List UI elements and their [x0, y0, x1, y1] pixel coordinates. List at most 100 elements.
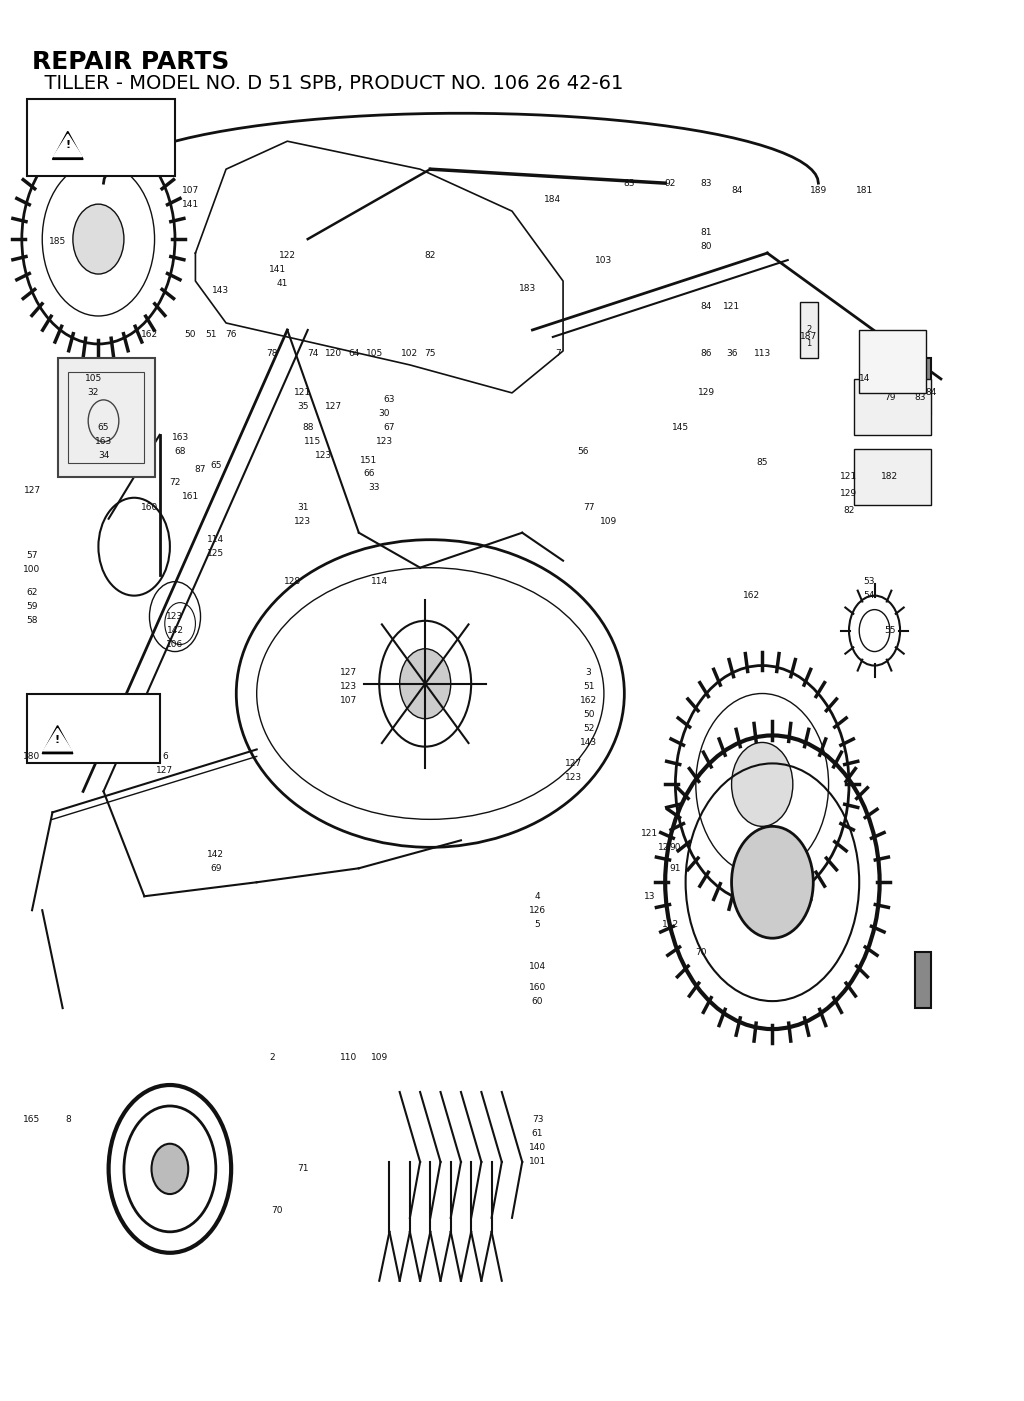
Text: 128: 128 [284, 577, 301, 586]
Circle shape [731, 743, 793, 827]
Text: 82: 82 [844, 506, 855, 514]
Text: 36: 36 [726, 349, 737, 359]
Text: 85: 85 [757, 458, 768, 468]
Text: 163: 163 [95, 437, 113, 447]
Text: 50: 50 [583, 710, 594, 719]
Text: 67: 67 [384, 423, 395, 433]
Text: 145: 145 [672, 423, 689, 433]
Text: 12: 12 [657, 843, 669, 852]
Text: 52: 52 [583, 724, 594, 733]
Text: 51: 51 [205, 329, 216, 339]
Text: 68: 68 [174, 447, 185, 457]
Text: 91: 91 [670, 864, 681, 873]
Text: 82: 82 [425, 251, 436, 261]
Bar [854, 378, 931, 434]
Text: 126: 126 [529, 905, 546, 915]
Bar [800, 303, 818, 357]
Text: 142: 142 [207, 850, 224, 859]
Text: 5: 5 [535, 919, 541, 929]
Text: 87: 87 [195, 465, 206, 475]
Text: 64: 64 [348, 349, 359, 359]
Text: 127: 127 [325, 402, 342, 412]
Text: 189: 189 [810, 186, 827, 195]
Text: 162: 162 [580, 696, 597, 705]
Polygon shape [53, 134, 82, 157]
Text: 141: 141 [268, 265, 286, 275]
Text: 75: 75 [425, 349, 436, 359]
Text: 143: 143 [212, 286, 229, 296]
Text: 41: 41 [276, 279, 288, 289]
Text: 83: 83 [914, 392, 927, 402]
Text: 62: 62 [27, 588, 38, 597]
Text: 105: 105 [85, 374, 102, 384]
Text: 7: 7 [555, 349, 561, 359]
Bar [27, 99, 175, 177]
Text: 160: 160 [141, 503, 158, 511]
Text: 104: 104 [529, 961, 546, 971]
Bar [129, 111, 155, 167]
Text: 72: 72 [169, 478, 180, 488]
Text: 51: 51 [583, 682, 594, 691]
Text: 123: 123 [294, 517, 311, 525]
Text: 105: 105 [366, 349, 383, 359]
Text: 33: 33 [369, 483, 380, 493]
Text: 183: 183 [519, 283, 536, 293]
Text: 8: 8 [65, 1115, 71, 1125]
Text: 123: 123 [564, 773, 582, 782]
Text: !: ! [66, 140, 71, 150]
Text: 30: 30 [379, 409, 390, 419]
Text: 2: 2 [807, 325, 812, 335]
Text: 123: 123 [314, 451, 332, 461]
Text: 63: 63 [384, 395, 395, 405]
Text: 151: 151 [360, 455, 378, 465]
Text: 56: 56 [578, 447, 589, 457]
Text: 90: 90 [670, 843, 681, 852]
Circle shape [399, 649, 451, 719]
Text: 71: 71 [297, 1164, 308, 1174]
Text: 125: 125 [207, 549, 224, 558]
Bar [68, 371, 144, 462]
Text: 107: 107 [340, 696, 357, 705]
Text: 50: 50 [184, 329, 196, 339]
Text: 163: 163 [171, 433, 188, 443]
Text: 101: 101 [529, 1157, 546, 1167]
Polygon shape [42, 726, 73, 754]
Text: 140: 140 [529, 1143, 546, 1153]
Bar [859, 331, 926, 392]
Text: 120: 120 [325, 349, 342, 359]
Text: 58: 58 [27, 616, 38, 625]
Text: 84: 84 [731, 186, 742, 195]
Text: 162: 162 [743, 591, 761, 600]
Text: 3: 3 [586, 668, 592, 677]
Polygon shape [52, 132, 83, 160]
Text: 115: 115 [304, 437, 322, 447]
Text: 55: 55 [884, 626, 896, 635]
Text: 70: 70 [695, 947, 707, 957]
Text: 77: 77 [583, 503, 594, 511]
Text: 84: 84 [925, 388, 936, 398]
Text: 32: 32 [88, 388, 99, 398]
Text: 114: 114 [371, 577, 388, 586]
Circle shape [731, 827, 813, 939]
Text: 14: 14 [859, 374, 870, 384]
Text: 66: 66 [364, 469, 375, 479]
Text: 114: 114 [207, 535, 224, 544]
Text: 112: 112 [662, 919, 679, 929]
Text: 2: 2 [269, 1052, 274, 1062]
Text: 53: 53 [863, 577, 876, 586]
Text: 103: 103 [595, 255, 612, 265]
Text: 127: 127 [564, 759, 582, 768]
Text: 102: 102 [401, 349, 419, 359]
Text: 65: 65 [210, 461, 221, 471]
Text: 165: 165 [24, 1115, 41, 1125]
Text: 61: 61 [531, 1129, 544, 1139]
Text: 84: 84 [700, 301, 712, 311]
Text: 127: 127 [24, 486, 41, 496]
Text: 143: 143 [580, 738, 597, 747]
Text: 187: 187 [800, 332, 817, 342]
Text: 60: 60 [531, 996, 544, 1006]
Text: 181: 181 [856, 186, 872, 195]
Text: 80: 80 [700, 241, 712, 251]
Text: 161: 161 [181, 492, 199, 502]
Text: 123: 123 [376, 437, 393, 447]
